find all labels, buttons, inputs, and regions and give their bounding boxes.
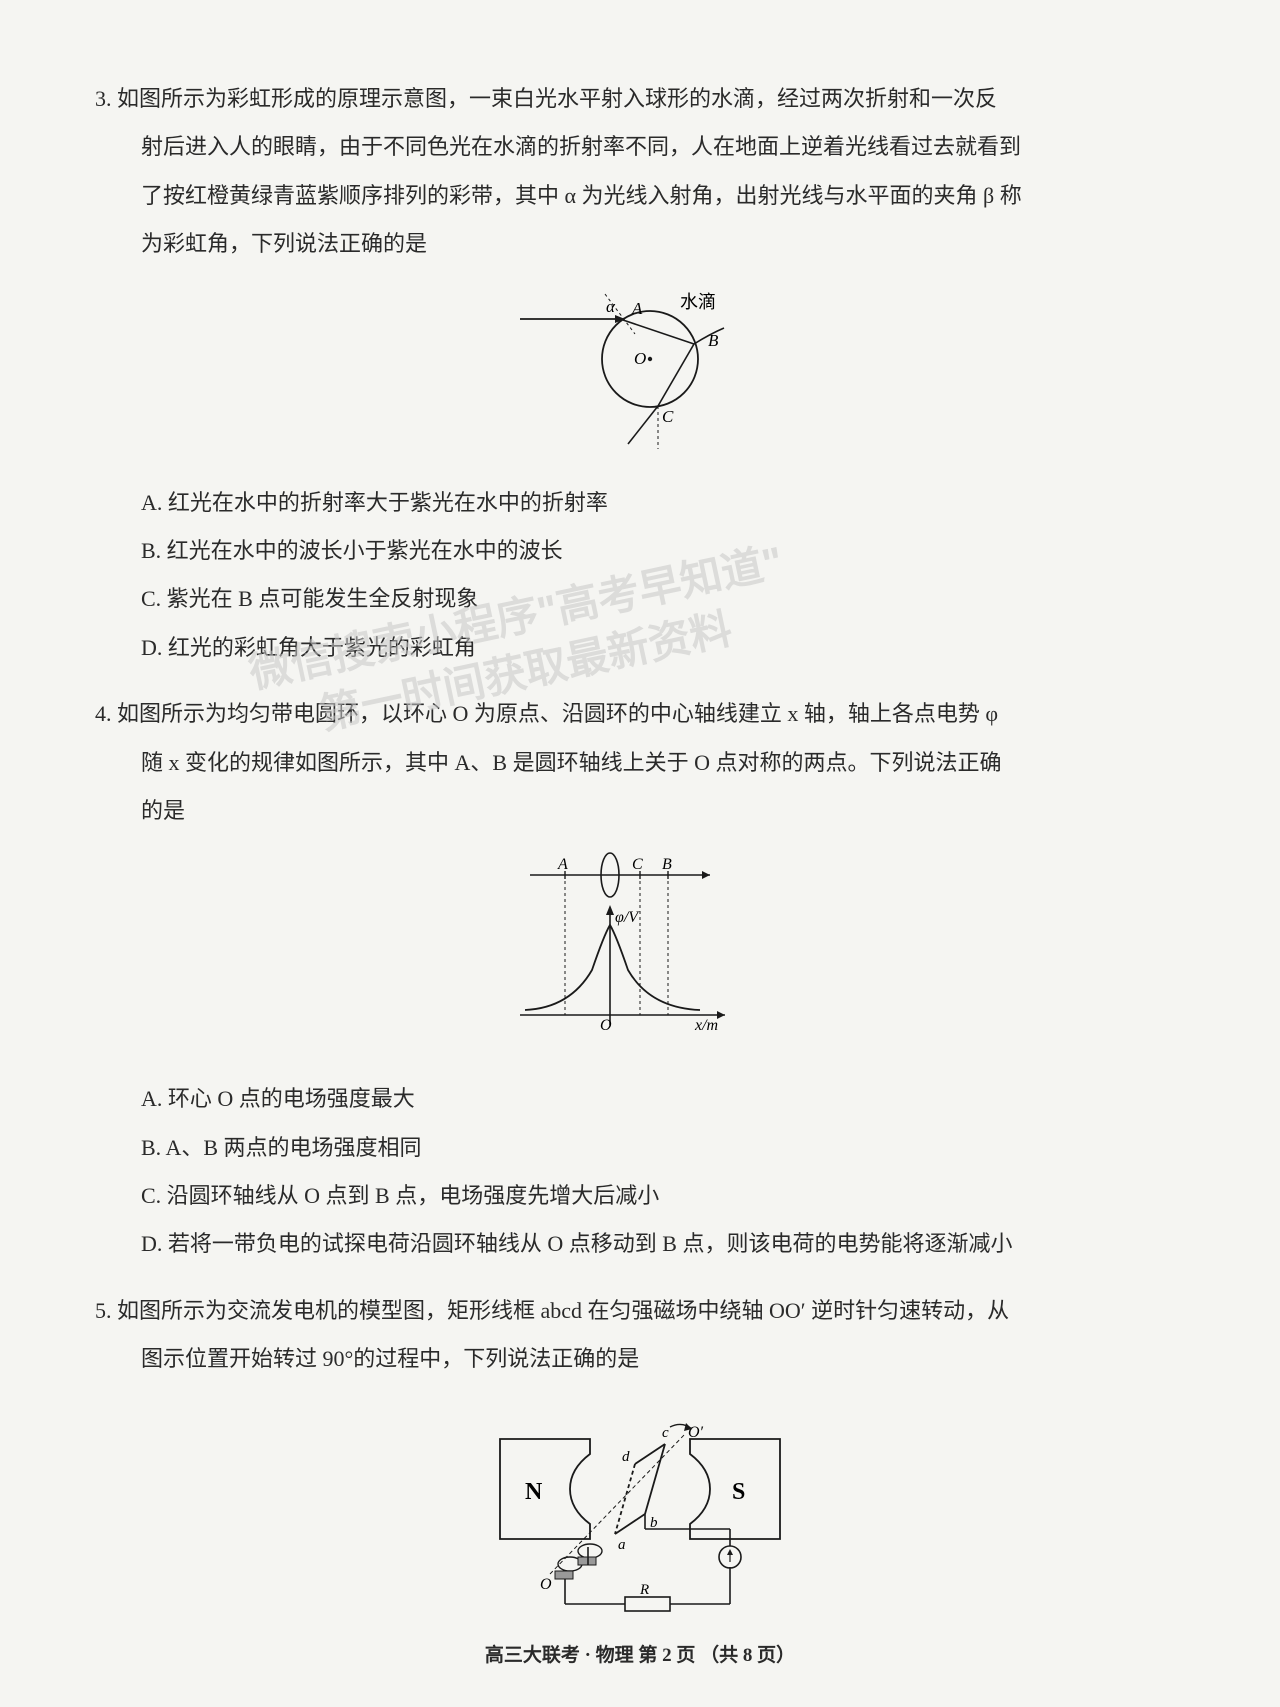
q3-option-a: A. 红光在水中的折射率大于紫光在水中的折射率 [141,479,1185,527]
q3-option-d: D. 红光的彩虹角大于紫光的彩虹角 [141,624,1185,672]
generator-svg: N S O′ a b c d [470,1399,810,1619]
q3-option-b: B. 红光在水中的波长小于紫光在水中的波长 [141,527,1185,575]
q4-x-label: x/m [694,1017,718,1034]
q3-line1: 如图所示为彩虹形成的原理示意图，一束白光水平射入球形的水滴，经过两次折射和一次反 [117,86,997,111]
q5-R-label: R [639,1582,649,1598]
question-4: 4. 如图所示为均匀带电圆环，以环心 O 为原点、沿圆环的中心轴线建立 x 轴，… [95,690,1185,1269]
q5-line1: 如图所示为交流发电机的模型图，矩形线框 abcd 在匀强磁场中绕轴 OO′ 逆时… [117,1298,1009,1323]
q3-B-label: B [708,331,719,350]
q3-options: A. 红光在水中的折射率大于紫光在水中的折射率 B. 红光在水中的波长小于紫光在… [95,479,1185,673]
q4-options: A. 环心 O 点的电场强度最大 B. A、B 两点的电场强度相同 C. 沿圆环… [95,1075,1185,1269]
q5-N-label: N [525,1479,543,1505]
question-5: 5. 如图所示为交流发电机的模型图，矩形线框 abcd 在匀强磁场中绕轴 OO′… [95,1287,1185,1624]
q5-S-label: S [732,1479,745,1505]
q3-option-c: C. 紫光在 B 点可能发生全反射现象 [141,575,1185,623]
q5-a-label: a [618,1537,626,1553]
q3-alpha-label: α [606,297,616,316]
q3-number: 3. [95,86,117,111]
q4-A-label: A [557,856,568,873]
q3-line3: 了按红橙黄绿青蓝紫顺序排列的彩带，其中 α 为光线入射角，出射光线与水平面的夹角… [95,172,1185,220]
q4-B-label: B [662,856,672,873]
q4-option-c: C. 沿圆环轴线从 O 点到 B 点，电场强度先增大后减小 [141,1172,1185,1220]
q3-line4: 为彩虹角，下列说法正确的是 [95,220,1185,268]
q3-A-label: A [631,299,643,318]
rainbow-droplet-svg: α A B C O 水滴 [510,284,770,454]
q3-C-label: C [662,407,674,426]
ring-potential-svg: A C B φ/V O x/m [500,850,780,1050]
q3-line2: 射后进入人的眼睛，由于不同色光在水滴的折射率不同，人在地面上逆着光线看过去就看到 [95,123,1185,171]
q5-Oprime-label: O′ [688,1424,704,1441]
q4-option-d: D. 若将一带负电的试探电荷沿圆环轴线从 O 点移动到 B 点，则该电荷的电势能… [141,1220,1185,1268]
q4-number: 4. [95,701,117,726]
q3-stem: 3. 如图所示为彩虹形成的原理示意图，一束白光水平射入球形的水滴，经过两次折射和… [95,75,1185,123]
q4-line3: 的是 [95,787,1185,835]
q5-O-label: O [540,1576,552,1593]
q5-d-label: d [622,1449,630,1465]
q5-number: 5. [95,1298,117,1323]
q3-droplet-label: 水滴 [680,292,716,312]
q4-option-a: A. 环心 O 点的电场强度最大 [141,1075,1185,1123]
q4-line2: 随 x 变化的规律如图所示，其中 A、B 是圆环轴线上关于 O 点对称的两点。下… [95,739,1185,787]
q3-O-label: O [634,349,646,368]
q5-diagram: N S O′ a b c d [95,1399,1185,1624]
q4-diagram: A C B φ/V O x/m [95,850,1185,1055]
page-footer: 高三大联考 · 物理 第 2 页 （共 8 页） [0,1640,1280,1667]
q4-C-label: C [632,856,643,873]
q3-diagram: α A B C O 水滴 [95,284,1185,459]
q5-stem: 5. 如图所示为交流发电机的模型图，矩形线框 abcd 在匀强磁场中绕轴 OO′… [95,1287,1185,1335]
q5-c-label: c [662,1425,669,1441]
q4-option-b: B. A、B 两点的电场强度相同 [141,1124,1185,1172]
q4-line1: 如图所示为均匀带电圆环，以环心 O 为原点、沿圆环的中心轴线建立 x 轴，轴上各… [117,701,998,726]
q4-phi-label: φ/V [615,909,640,926]
q4-stem: 4. 如图所示为均匀带电圆环，以环心 O 为原点、沿圆环的中心轴线建立 x 轴，… [95,690,1185,738]
page-container: 3. 如图所示为彩虹形成的原理示意图，一束白光水平射入球形的水滴，经过两次折射和… [0,0,1280,1684]
q4-O-label: O [600,1017,612,1034]
question-3: 3. 如图所示为彩虹形成的原理示意图，一束白光水平射入球形的水滴，经过两次折射和… [95,75,1185,672]
q5-line2: 图示位置开始转过 90°的过程中，下列说法正确的是 [95,1335,1185,1383]
